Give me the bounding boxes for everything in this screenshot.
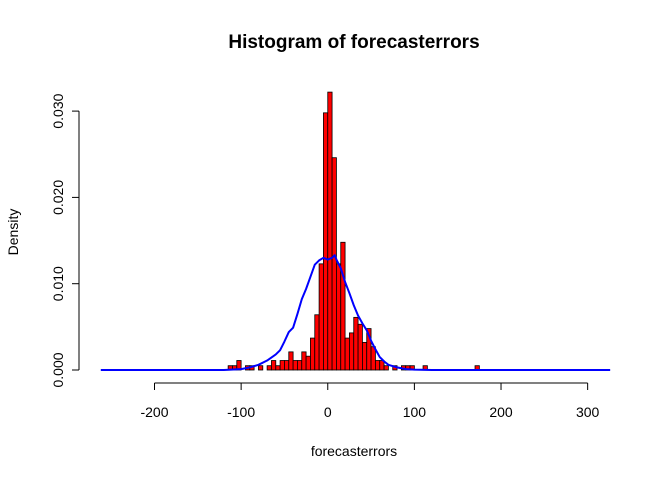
y-axis-title: Density: [5, 209, 21, 256]
density-curve-layer: [100, 254, 611, 371]
histogram-bar: [344, 337, 350, 371]
histogram-bar: [357, 323, 363, 371]
x-tick-label: 200: [489, 404, 513, 420]
histogram-bar: [331, 157, 337, 371]
x-tick-label: 300: [576, 404, 600, 420]
histogram-bar: [292, 360, 298, 371]
histogram-bar: [284, 360, 290, 371]
histogram-bar: [340, 241, 346, 371]
histogram-bar: [323, 112, 329, 371]
histogram-bar: [297, 360, 303, 371]
density-curve: [100, 254, 611, 371]
histogram-bar: [275, 365, 281, 371]
histogram-bar: [336, 263, 342, 371]
x-tick-label: -100: [227, 404, 255, 420]
y-tick-label: 0.000: [50, 352, 66, 387]
y-tick-label: 0.010: [50, 266, 66, 301]
histogram-bar: [375, 360, 381, 371]
x-axis-title: forecasterrors: [311, 443, 397, 459]
y-tick-label: 0.020: [50, 180, 66, 215]
histogram-bar: [314, 314, 320, 371]
histogram-bar: [271, 360, 277, 371]
histogram-bar: [383, 365, 389, 371]
y-tick-label: 0.030: [50, 93, 66, 128]
histogram-bar: [370, 346, 376, 371]
histogram-bar: [305, 355, 311, 371]
histogram-bar: [318, 263, 324, 371]
histogram-bars: [227, 91, 480, 371]
x-tick-label: -200: [140, 404, 168, 420]
histogram-bar: [288, 351, 294, 371]
histogram-bar: [310, 337, 316, 371]
axes: -200 -100 0 100 200 300 0.000 0.010 0.020 0.030: [50, 93, 600, 420]
histogram-bar: [327, 91, 333, 371]
histogram-bar: [349, 332, 355, 371]
histogram-bar: [362, 341, 368, 371]
chart-title: Histogram of forecasterrors: [228, 32, 479, 53]
histogram-bar: [279, 360, 285, 371]
histogram-bar: [353, 316, 359, 371]
x-tick-label: 100: [403, 404, 427, 420]
histogram-bar: [301, 351, 307, 371]
x-tick-label: 0: [324, 404, 332, 420]
histogram-bar: [258, 365, 264, 371]
histogram-bar: [266, 365, 272, 371]
